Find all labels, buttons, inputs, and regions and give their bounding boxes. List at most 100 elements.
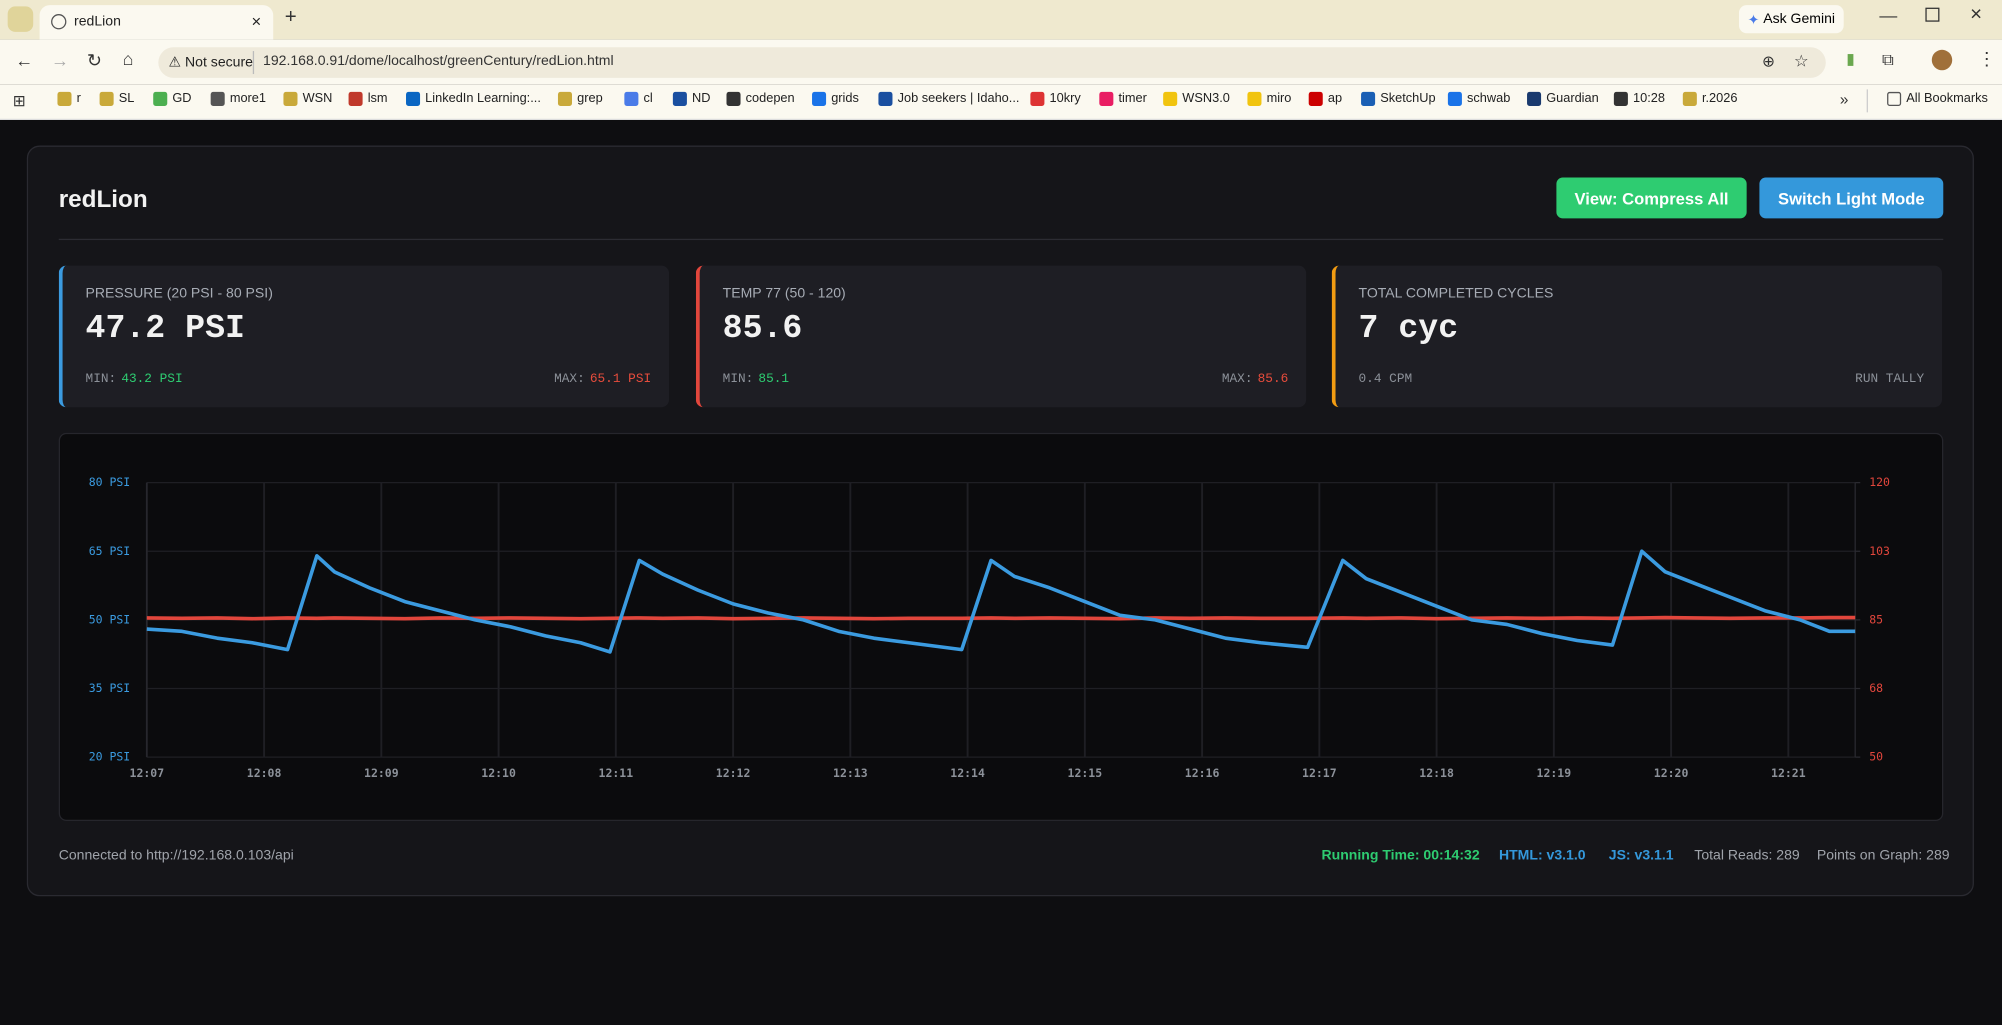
bookmark[interactable]: timer	[1099, 91, 1147, 106]
light-mode-button[interactable]: Switch Light Mode	[1759, 177, 1944, 219]
bookmark-label: grep	[577, 91, 603, 106]
bookmark-icon	[726, 91, 741, 106]
footer-text: 65.1 PSI	[589, 372, 652, 387]
bookmark-icon	[1099, 91, 1114, 106]
bookmark[interactable]: more1	[210, 91, 267, 106]
bookmark-label: more1	[229, 91, 267, 106]
footer-text: RUN TALLY	[1855, 372, 1925, 387]
bookmark-label: SketchUp	[1380, 91, 1436, 106]
bookmark[interactable]: ND	[672, 91, 710, 106]
extension[interactable]: ▮	[1846, 49, 1855, 68]
y2-tick-label: 120	[1869, 475, 1890, 489]
bookmark-icon	[1308, 91, 1323, 106]
maximize[interactable]	[1925, 7, 1940, 22]
bookmark-icon	[1030, 91, 1045, 106]
bookmark-icon	[348, 91, 363, 106]
card-footer-left: MIN: 85.1	[723, 373, 795, 387]
forward[interactable]: →	[51, 49, 69, 71]
x-tick-label: 12:17	[1302, 766, 1337, 780]
footer-stat: JS: v3.1.1	[1608, 847, 1674, 864]
bookmark-icon	[557, 91, 573, 106]
bookmark-icon	[878, 91, 893, 106]
bookmark[interactable]: r	[57, 91, 81, 106]
bookmark-label: grids	[831, 91, 859, 106]
x-tick-label: 12:21	[1771, 766, 1806, 780]
footer-stat: Points on Graph: 289	[1816, 847, 1950, 864]
bookmark[interactable]: WSN3.0	[1163, 91, 1230, 106]
home[interactable]: ⌂	[122, 48, 134, 69]
security-label: Not secure	[185, 54, 253, 71]
tab-close[interactable]: ×	[251, 11, 262, 31]
bookmark[interactable]: SL	[99, 91, 134, 106]
series-line	[146, 549, 1856, 654]
bookmark[interactable]: grep	[557, 91, 603, 106]
bookmark-label: 10kry	[1049, 91, 1081, 106]
connection-status: Connected to http://192.168.0.103/api	[58, 847, 294, 864]
zoom[interactable]: ⊕	[1761, 52, 1775, 71]
x-tick-label: 12:10	[481, 766, 516, 780]
all-bookmarks[interactable]: All Bookmarks	[1887, 91, 1988, 106]
new-tab[interactable]: +	[284, 6, 297, 29]
bookmark[interactable]: codepen	[726, 91, 795, 106]
y-tick-label: 35 PSI	[89, 681, 131, 695]
bookmark-icon	[1247, 91, 1262, 106]
card-footer-left: 0.4 CPM	[1359, 373, 1418, 387]
bookmark-label: 10:28	[1633, 91, 1665, 106]
bookmark[interactable]: cl	[624, 91, 653, 106]
bookmark[interactable]: 10kry	[1030, 91, 1081, 106]
minimize[interactable]: —	[1879, 5, 1898, 26]
compress-button[interactable]: View: Compress All	[1556, 177, 1747, 219]
bookmark-icon	[1527, 91, 1542, 106]
footer-text: 0.4 CPM	[1358, 372, 1413, 387]
bookmark[interactable]: grids	[812, 91, 859, 106]
y2-tick-label: 50	[1869, 750, 1883, 764]
bookmark-star[interactable]: ☆	[1793, 51, 1809, 71]
card-label: TOTAL COMPLETED CYCLES	[1358, 286, 1554, 302]
bookmark-label: miro	[1266, 91, 1292, 106]
footer-text: MIN:	[85, 372, 117, 387]
reload[interactable]: ↻	[86, 49, 102, 71]
bookmark[interactable]: LinkedIn Learning:...	[406, 91, 541, 106]
bookmark[interactable]: Job seekers | Idaho...	[878, 91, 1019, 106]
metric-card: TOTAL COMPLETED CYCLES 7 cyc 0.4 CPM RUN TA…	[1331, 265, 1942, 408]
bookmark[interactable]: SketchUp	[1361, 91, 1436, 106]
y-tick-label: 50 PSI	[89, 612, 131, 626]
bookmark[interactable]: miro	[1247, 91, 1292, 106]
footer-text: 43.2 PSI	[121, 372, 183, 387]
x-tick-label: 12:16	[1185, 766, 1220, 780]
menu[interactable]: ⋮	[1977, 48, 1996, 69]
more-bookmarks[interactable]: »	[1839, 90, 1849, 109]
tab-menu[interactable]	[7, 6, 34, 32]
bookmark[interactable]: lsm	[348, 91, 388, 106]
extensions[interactable]: ⧉	[1881, 49, 1894, 69]
bookmark-label: LinkedIn Learning:...	[425, 91, 541, 106]
x-tick-label: 12:07	[130, 766, 165, 780]
bookmark[interactable]: GD	[153, 91, 192, 106]
y-tick-label: 80 PSI	[89, 475, 131, 489]
tab[interactable]: redLion ×	[39, 5, 274, 40]
footer-text: MAX:	[1221, 372, 1253, 387]
bookmark[interactable]: Guardian	[1527, 91, 1599, 106]
bookmark-icon	[812, 91, 827, 106]
bookmark[interactable]: WSN	[283, 91, 332, 106]
tab-title: redLion	[74, 14, 121, 30]
bookmark[interactable]: 10:28	[1613, 91, 1665, 106]
card-label: TEMP 77 (50 - 120)	[722, 286, 846, 302]
url: 192.168.0.91/dome/localhost/greenCentury…	[263, 53, 614, 69]
close-window[interactable]: ×	[1970, 3, 1983, 26]
bookmark-icon	[624, 91, 639, 106]
bookmark[interactable]: schwab	[1447, 91, 1510, 106]
app-title: redLion	[58, 186, 148, 214]
profile[interactable]	[1931, 49, 1953, 71]
ask-gemini[interactable]: ✦ Ask Gemini	[1738, 5, 1844, 34]
back[interactable]: ←	[15, 49, 34, 71]
bookmark[interactable]: ap	[1308, 91, 1342, 106]
address-bar[interactable]: ⚠ Not secure 192.168.0.91/dome/localhost…	[158, 47, 1826, 78]
divider	[58, 238, 1944, 241]
security-warning[interactable]: ⚠ Not secure	[168, 54, 253, 71]
apps[interactable]: ⊞	[12, 91, 26, 110]
bookmark[interactable]: r.2026	[1682, 91, 1737, 106]
